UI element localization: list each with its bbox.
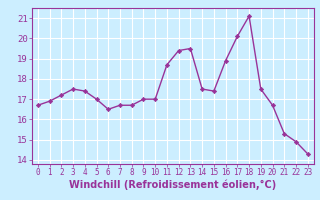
X-axis label: Windchill (Refroidissement éolien,°C): Windchill (Refroidissement éolien,°C) (69, 180, 276, 190)
